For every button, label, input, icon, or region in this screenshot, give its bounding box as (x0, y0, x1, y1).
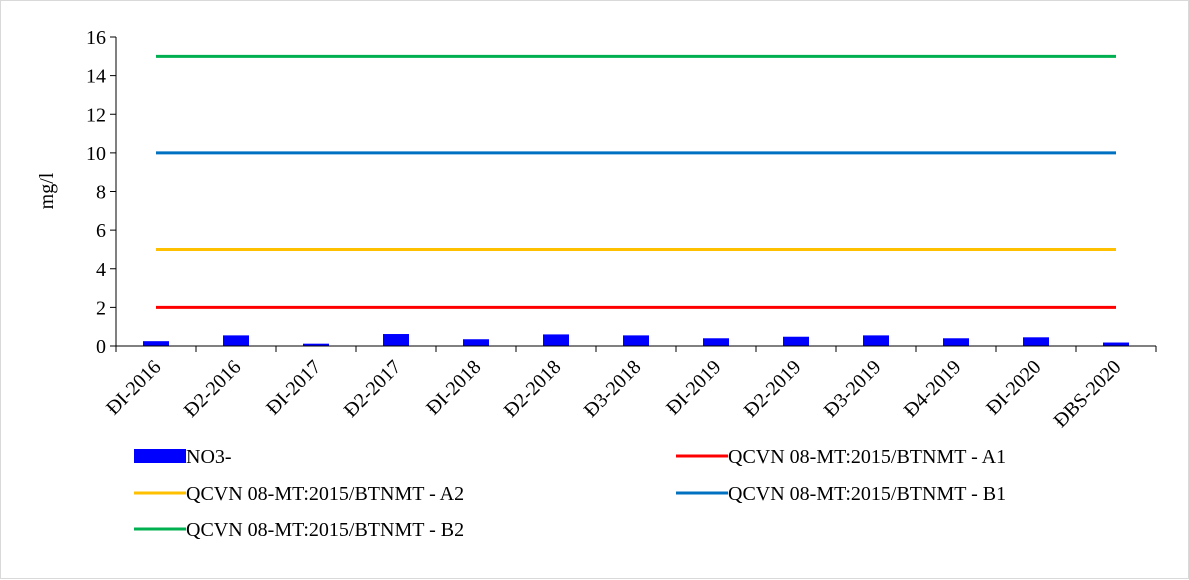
bar-no3 (143, 341, 169, 346)
x-tick-label: Đ3-2019 (820, 356, 886, 422)
y-tick-label: 14 (86, 66, 106, 88)
bar-no3 (543, 334, 569, 346)
x-tick-label: ĐI-2016 (102, 356, 165, 419)
y-tick-label: 2 (96, 297, 106, 319)
bar-no3 (863, 335, 889, 346)
bar-no3 (303, 343, 329, 346)
bar-no3 (943, 338, 969, 346)
x-tick-label: ĐBS-2020 (1049, 356, 1125, 432)
bar-no3 (703, 338, 729, 346)
x-tick-label: Đ3-2018 (580, 356, 646, 422)
bar-no3 (383, 334, 409, 346)
y-tick-label: 8 (96, 182, 106, 204)
x-tick-label: ĐI-2018 (422, 356, 485, 419)
threshold-lines (156, 54, 1116, 309)
bar-no3 (623, 335, 649, 346)
x-tick-label: Đ2-2018 (500, 356, 566, 422)
bar-no3 (463, 339, 489, 346)
legend-label: QCVN 08-MT:2015/BTNMT - B2 (186, 519, 464, 541)
y-ticks: 0 2 4 6 8 10 12 14 16 (86, 27, 116, 358)
y-tick-label: 16 (86, 27, 106, 49)
x-tick-label: ĐI-2017 (262, 356, 325, 419)
legend-label: QCVN 08-MT:2015/BTNMT - B1 (728, 483, 1006, 505)
bar-no3 (1103, 342, 1129, 346)
axes (115, 37, 1156, 347)
x-tick-label: Đ2-2017 (340, 356, 406, 422)
x-tick-label: Đ4-2019 (900, 356, 966, 422)
x-ticks: ĐI-2016 Đ2-2016 ĐI-2017 Đ2-2017 ĐI-2018 Đ2-20… (102, 346, 1157, 432)
y-axis-title: mg/l (36, 172, 58, 209)
y-tick-label: 0 (96, 336, 106, 358)
bar-no3 (783, 336, 809, 346)
y-tick-label: 6 (96, 220, 106, 242)
legend-key-bar (134, 449, 186, 463)
legend-label: QCVN 08-MT:2015/BTNMT - A1 (728, 446, 1006, 468)
bar-no3 (1023, 337, 1049, 346)
bar-no3 (223, 335, 249, 346)
legend: NO3- QCVN 08-MT:2015/BTNMT - A1 QCVN 08-MT… (134, 446, 1006, 541)
x-tick-label: ĐI-2020 (982, 356, 1045, 419)
y-tick-label: 4 (96, 259, 106, 281)
legend-label: NO3- (186, 446, 232, 468)
bars (143, 334, 1129, 346)
y-tick-label: 12 (86, 104, 106, 126)
x-tick-label: ĐI-2019 (662, 356, 725, 419)
x-tick-label: Đ2-2016 (180, 356, 246, 422)
y-tick-label: 10 (86, 143, 106, 165)
x-tick-label: Đ2-2019 (740, 356, 806, 422)
legend-label: QCVN 08-MT:2015/BTNMT - A2 (186, 483, 464, 505)
